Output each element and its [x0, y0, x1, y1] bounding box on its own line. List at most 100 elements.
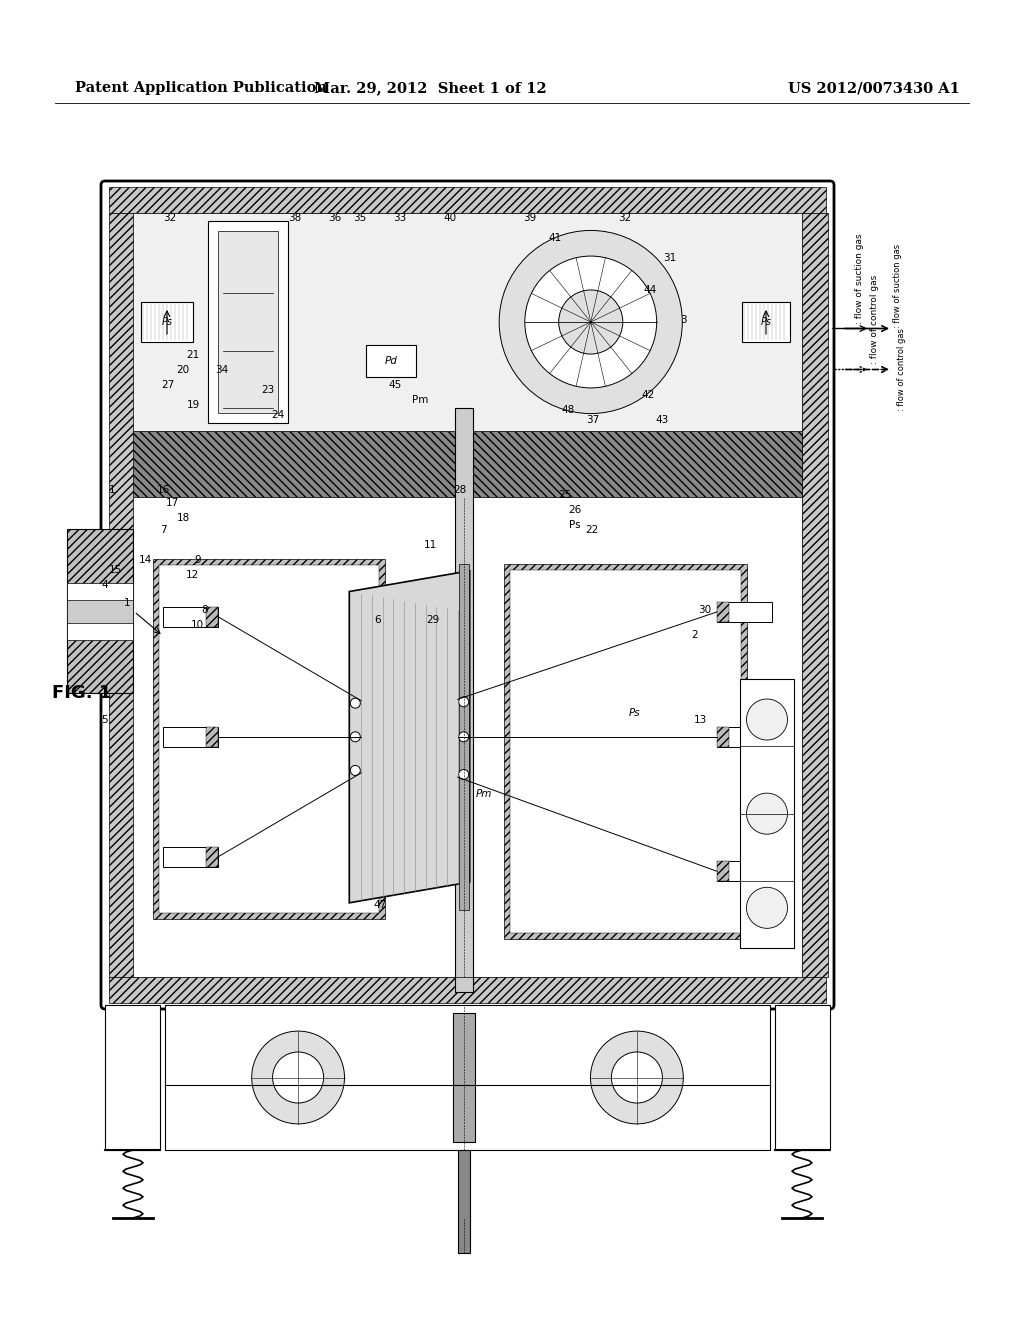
Text: 41: 41	[549, 234, 561, 243]
Text: 23: 23	[261, 385, 274, 395]
Circle shape	[459, 731, 469, 742]
Bar	[717, 602, 729, 622]
Circle shape	[746, 700, 787, 741]
Text: 6: 6	[375, 615, 381, 624]
Bar	[740, 680, 794, 948]
Bar	[459, 564, 469, 909]
Bar	[159, 565, 379, 913]
Bar	[109, 977, 826, 1003]
Text: 17: 17	[165, 498, 178, 508]
Text: 11: 11	[423, 540, 436, 550]
Text: : flow of control gas: : flow of control gas	[897, 329, 906, 411]
Text: 15: 15	[109, 565, 122, 576]
Text: 39: 39	[523, 213, 537, 223]
Text: 42: 42	[641, 389, 654, 400]
Text: 27: 27	[162, 380, 175, 389]
Text: Pm: Pm	[476, 789, 493, 800]
Bar	[504, 564, 748, 939]
Text: 9: 9	[195, 554, 202, 565]
Text: Ps: Ps	[629, 708, 640, 718]
Text: 29: 29	[426, 615, 439, 624]
Text: 19: 19	[186, 400, 200, 411]
Text: 24: 24	[271, 411, 285, 420]
Bar	[67, 529, 133, 693]
Text: FIG. 1: FIG. 1	[52, 684, 112, 702]
Bar	[717, 727, 729, 747]
Text: 32: 32	[618, 213, 632, 223]
Text: 33: 33	[393, 213, 407, 223]
Bar	[133, 496, 802, 977]
Circle shape	[525, 256, 656, 388]
FancyBboxPatch shape	[101, 181, 834, 1008]
Bar	[775, 1005, 830, 1150]
Bar	[510, 570, 741, 932]
Text: 26: 26	[568, 506, 582, 515]
Circle shape	[611, 1052, 663, 1104]
Text: 2: 2	[691, 630, 698, 640]
Text: 25: 25	[558, 490, 571, 500]
Text: Patent Application Publication: Patent Application Publication	[75, 81, 327, 95]
Circle shape	[350, 731, 360, 742]
Circle shape	[746, 793, 787, 834]
Text: 36: 36	[329, 213, 342, 223]
Circle shape	[350, 766, 360, 775]
Bar	[163, 607, 218, 627]
Text: 48: 48	[561, 405, 574, 414]
Bar	[163, 727, 218, 747]
Circle shape	[272, 1052, 324, 1104]
Circle shape	[459, 697, 469, 706]
Polygon shape	[349, 570, 470, 903]
Bar	[133, 213, 802, 432]
Text: : flow of suction gas: : flow of suction gas	[893, 244, 901, 329]
Bar	[717, 862, 772, 882]
Bar	[206, 727, 218, 747]
Text: : flow of suction gas: : flow of suction gas	[855, 232, 864, 323]
Bar	[141, 302, 193, 342]
Text: Ps: Ps	[569, 520, 581, 531]
Text: 8: 8	[202, 605, 208, 615]
Text: 38: 38	[289, 213, 302, 223]
Text: 20: 20	[176, 366, 189, 375]
Text: Mar. 29, 2012  Sheet 1 of 12: Mar. 29, 2012 Sheet 1 of 12	[313, 81, 547, 95]
Text: 30: 30	[698, 605, 712, 615]
Bar	[165, 1005, 770, 1150]
Text: 12: 12	[185, 570, 199, 579]
Bar	[717, 602, 772, 622]
Circle shape	[499, 231, 682, 413]
Bar	[455, 408, 473, 993]
Text: 13: 13	[693, 715, 707, 725]
Bar	[153, 560, 385, 919]
Text: 4: 4	[101, 579, 109, 590]
Bar	[206, 847, 218, 867]
Text: 28: 28	[454, 484, 467, 495]
Text: US 2012/0073430 A1: US 2012/0073430 A1	[788, 81, 961, 95]
Bar	[717, 862, 729, 882]
Text: 1: 1	[124, 598, 130, 609]
Bar	[742, 302, 790, 342]
Circle shape	[746, 887, 787, 928]
Text: 16: 16	[157, 484, 170, 495]
Text: 14: 14	[138, 554, 152, 565]
Text: Pm: Pm	[412, 395, 428, 405]
Text: 7: 7	[160, 525, 166, 535]
Bar	[458, 1150, 470, 1253]
Text: 44: 44	[643, 285, 656, 294]
Bar	[208, 220, 288, 422]
Text: 35: 35	[353, 213, 367, 223]
Text: 32: 32	[164, 213, 176, 223]
Text: : flow of control gas: : flow of control gas	[870, 276, 879, 364]
Bar	[133, 432, 802, 496]
Circle shape	[459, 770, 469, 780]
Text: Ps: Ps	[162, 317, 172, 327]
Bar	[109, 213, 135, 977]
Bar	[206, 607, 218, 627]
Text: Ps: Ps	[761, 317, 771, 327]
Text: 31: 31	[664, 253, 677, 263]
Bar	[67, 582, 133, 640]
Circle shape	[350, 698, 360, 708]
Text: 1: 1	[109, 484, 116, 495]
Bar	[105, 1005, 160, 1150]
Text: 47: 47	[374, 900, 387, 909]
Text: Pd: Pd	[385, 355, 397, 366]
Text: 37: 37	[587, 414, 600, 425]
